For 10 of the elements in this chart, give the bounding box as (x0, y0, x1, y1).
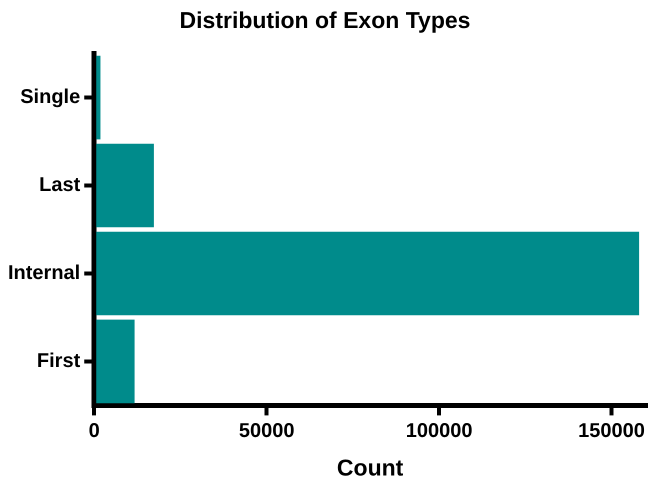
x-tick-label: 150000 (578, 420, 645, 442)
y-tick-label: Internal (8, 262, 80, 284)
chart-title: Distribution of Exon Types (180, 7, 470, 34)
y-tick-label: Last (39, 174, 81, 196)
y-tick-label: First (36, 350, 81, 372)
x-tick-label: 0 (88, 420, 100, 442)
x-axis-title: Count (336, 454, 404, 481)
y-tick-label: Single (20, 86, 80, 108)
x-tick-label: 50000 (238, 420, 294, 442)
x-tick-label: 100000 (406, 420, 472, 442)
